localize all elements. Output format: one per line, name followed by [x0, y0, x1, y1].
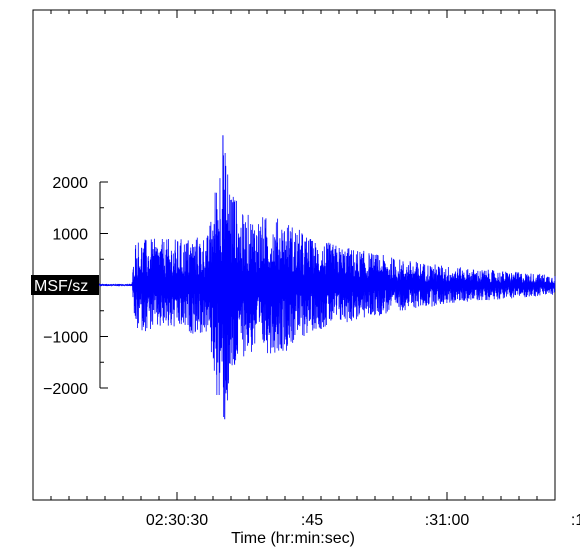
x-tick-label: :31:00 — [425, 512, 470, 529]
y-tick-label: 1000 — [52, 227, 88, 244]
y-tick-label: 2000 — [52, 175, 88, 192]
y-tick-label: −1000 — [43, 330, 88, 347]
x-tick-label: 02:30:30 — [146, 512, 208, 529]
station-label-background — [31, 275, 99, 295]
x-tick-label: :15 — [571, 512, 580, 529]
station-label: MSF/sz — [34, 278, 88, 295]
frame-ticks — [50, 10, 538, 500]
waveform-series-line — [32, 135, 556, 420]
y-axis: 2000 1000 −1000 −2000 — [43, 175, 108, 398]
plot-frame — [32, 9, 556, 501]
x-axis-label: Time (hr:min:sec) — [231, 530, 355, 547]
x-tick-label: :45 — [301, 512, 323, 529]
y-tick-label: −2000 — [43, 381, 88, 398]
x-axis: 02:30:30:45:31:00:15:30 — [146, 512, 580, 529]
